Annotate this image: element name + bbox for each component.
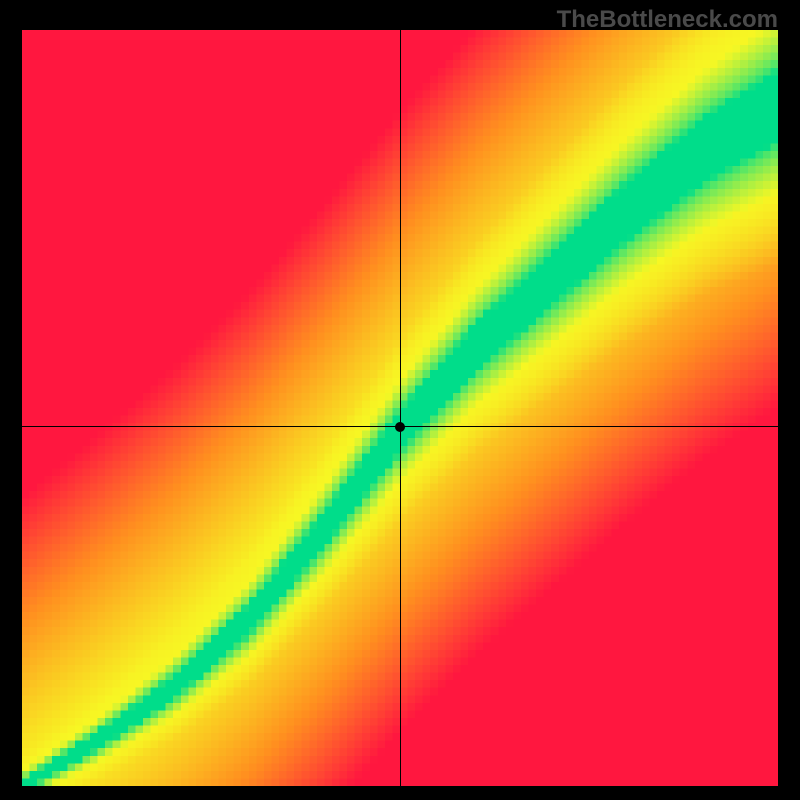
crosshair-vertical xyxy=(400,30,401,786)
chart-container: TheBottleneck.com xyxy=(0,0,800,800)
watermark-text: TheBottleneck.com xyxy=(557,6,778,34)
crosshair-marker xyxy=(395,422,405,432)
